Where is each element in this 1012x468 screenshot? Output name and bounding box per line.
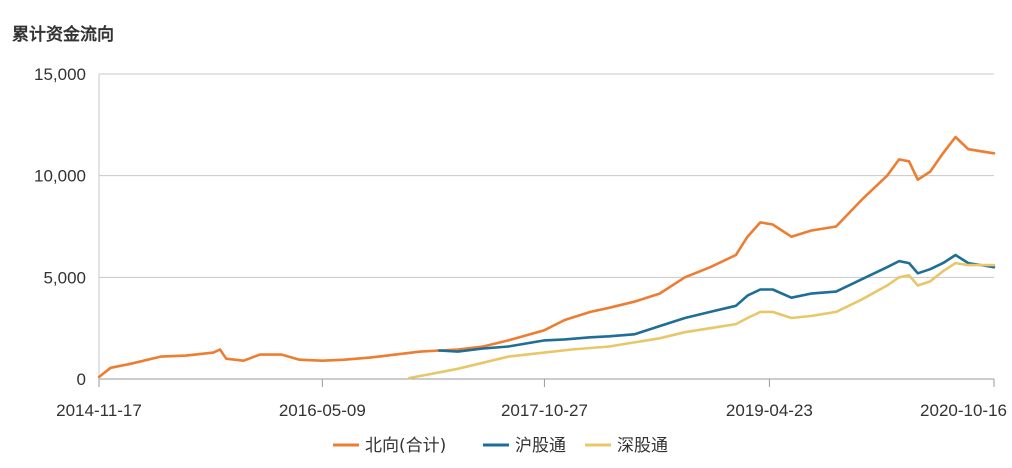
- legend: 北向(合计) 沪股通 深股通: [333, 436, 668, 456]
- legend-label: 沪股通: [515, 436, 566, 456]
- y-tick-label: 0: [77, 370, 86, 389]
- series-line-0: [97, 135, 996, 379]
- x-tick-label: 2019-04-23: [726, 401, 813, 420]
- y-tick-label: 15,000: [34, 65, 86, 84]
- x-tick-label: 2017-10-27: [501, 401, 588, 420]
- grid: [98, 73, 994, 380]
- y-axis: 0 5,000 10,000 15,000: [34, 65, 86, 389]
- x-tick-label: 2016-05-09: [279, 401, 366, 420]
- series-line-2: [408, 261, 996, 380]
- x-tick-label: 2014-11-17: [56, 401, 142, 420]
- legend-label: 深股通: [617, 436, 668, 456]
- y-tick-label: 10,000: [34, 167, 86, 186]
- series-group: [97, 135, 996, 380]
- chart-title: 累计资金流向: [12, 24, 114, 45]
- x-axis: 2014-11-17 2016-05-09 2017-10-27 2019-04-23…: [56, 379, 1007, 420]
- x-tick-label: 2020-10-16: [920, 401, 1007, 420]
- y-tick-label: 5,000: [43, 268, 86, 287]
- legend-label: 北向(合计): [365, 436, 446, 456]
- series-line-1: [437, 253, 996, 353]
